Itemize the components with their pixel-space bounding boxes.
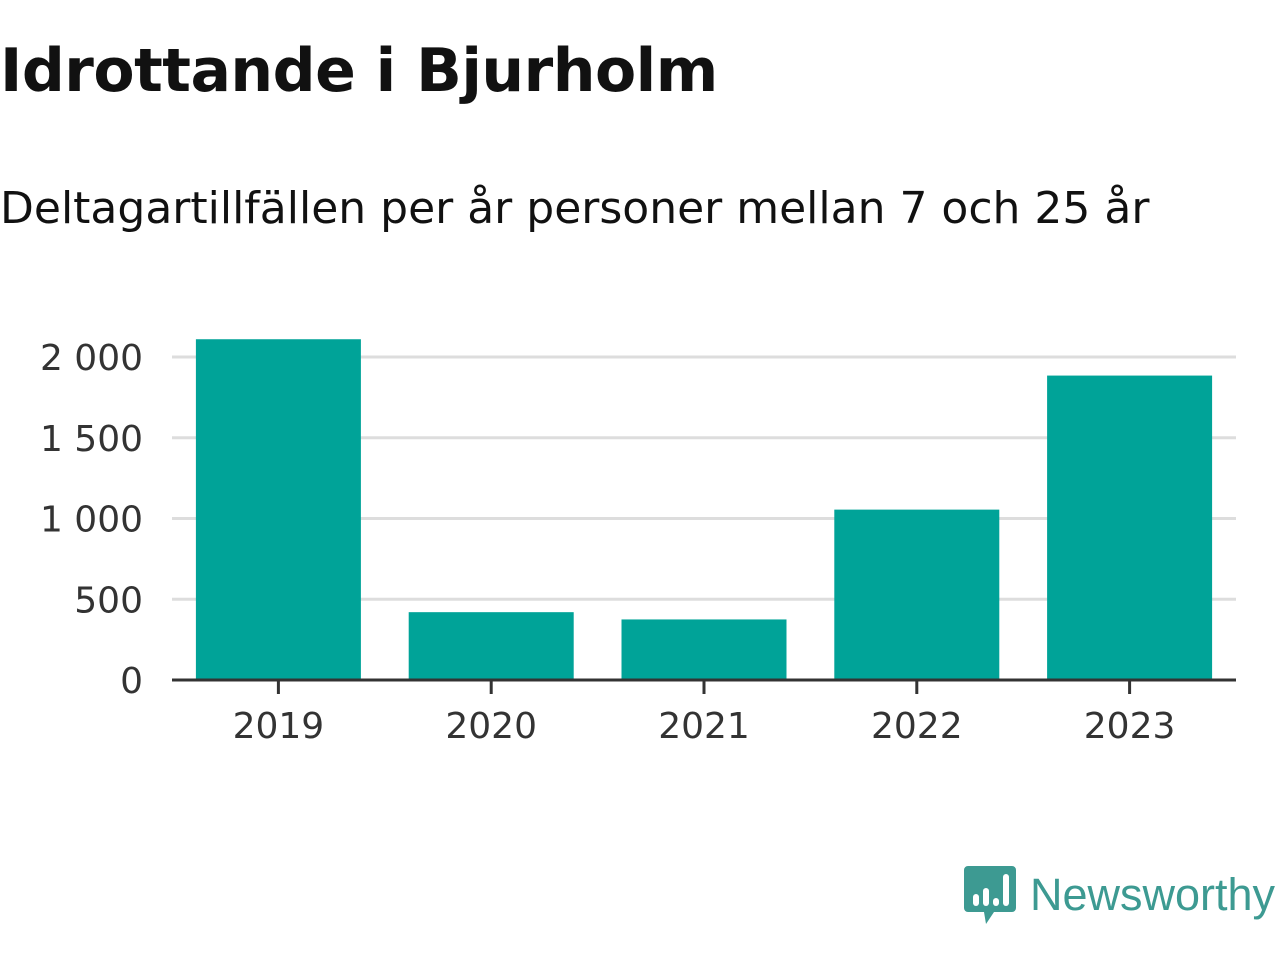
bar-2019 (195, 339, 361, 680)
brand-name: Newsworthy (1030, 869, 1276, 920)
bars (195, 339, 1213, 680)
x-tick-label: 2022 (871, 706, 963, 747)
bar-2021 (621, 619, 787, 680)
x-axis: 2019 2020 2021 2022 2023 (172, 678, 1236, 747)
newsworthy-logo-icon (964, 866, 1016, 924)
x-tick-label: 2023 (1084, 706, 1176, 747)
y-tick-label: 1 500 (40, 419, 143, 460)
bar-2022 (834, 509, 1000, 680)
y-axis-ticks: 0 500 1 000 1 500 2 000 (40, 338, 143, 702)
x-tick-label: 2019 (233, 706, 325, 747)
bar-2020 (408, 612, 574, 680)
chart-title: Idrottande i Bjurholm (0, 36, 718, 106)
y-tick-label: 2 000 (40, 338, 143, 379)
brand-logo: Newsworthy (964, 862, 1275, 928)
x-tick-label: 2021 (658, 706, 750, 747)
y-tick-label: 500 (74, 580, 143, 621)
y-tick-label: 0 (120, 661, 143, 702)
x-tick-label: 2020 (445, 706, 537, 747)
chart-subtitle: Deltagartillfällen per år personer mella… (0, 183, 1150, 234)
bar-2023 (1047, 375, 1213, 680)
y-tick-label: 1 000 (40, 500, 143, 541)
